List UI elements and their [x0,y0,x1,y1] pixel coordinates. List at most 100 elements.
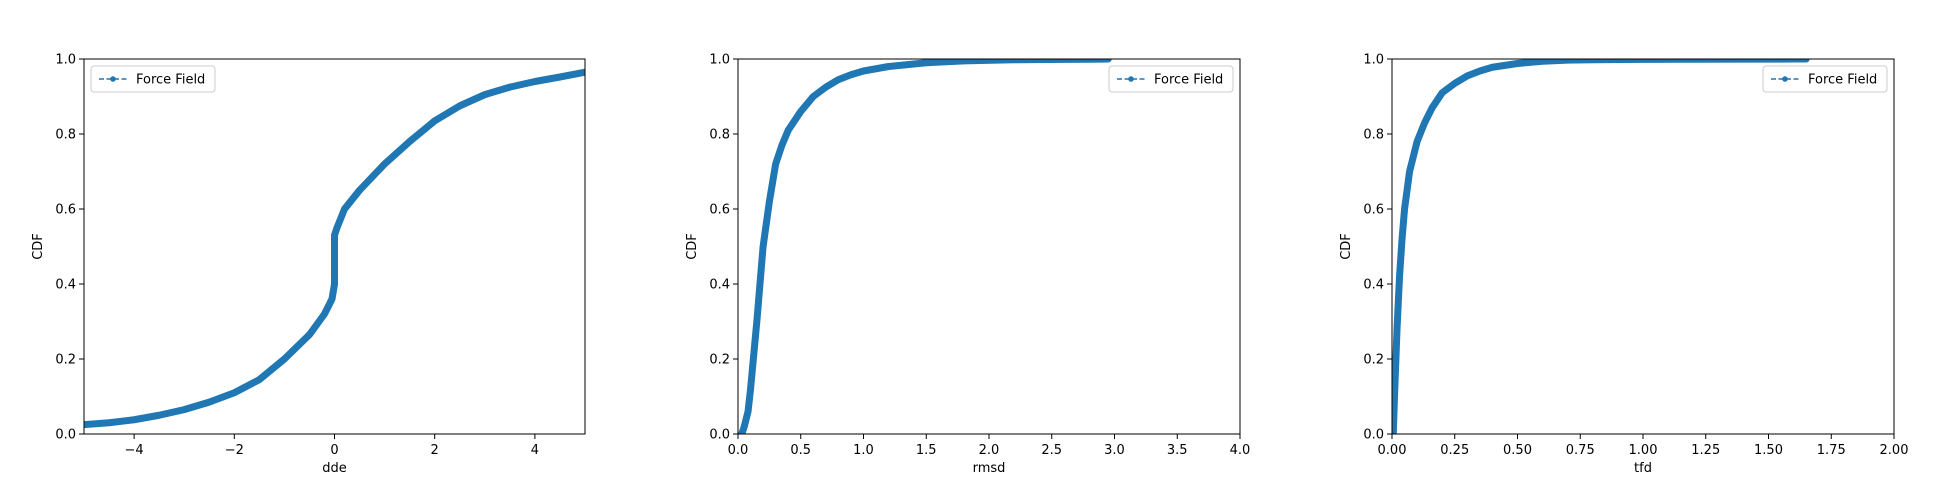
x-tick-label: 4 [531,443,539,458]
x-tick-label: 2.0 [979,443,1000,458]
data-point [885,63,892,70]
axes-frame [1391,58,1895,435]
subplot-3: 0.00 0.25 0.50 0.75 1.00 1.25 1.50 1.75 2.00 0.0 0… [1339,53,1908,477]
data-point [745,408,752,415]
data-point [321,311,328,317]
data-point [1414,138,1421,145]
y-tick-label: 0.0 [55,428,76,443]
data-point [835,76,842,83]
x-tick-label: −2 [225,443,244,458]
data-point [1392,393,1398,400]
data-point [106,419,113,426]
data-point [1564,59,1571,64]
x-tick-label: 1.5 [916,443,937,458]
x-tick-label: 3.5 [1167,443,1188,458]
data-point [1392,431,1397,434]
data-point [1765,59,1772,63]
data-point [1539,59,1546,65]
x-tick-label: 0.00 [1378,443,1407,458]
y-tick-label: 0.4 [55,278,76,293]
data-point [1803,59,1810,62]
x-tick-label: 2 [431,443,439,458]
data-point [406,138,413,145]
series-line-1 [84,68,585,429]
data-point [738,431,745,434]
x-tick-label: 0.25 [1440,443,1469,458]
legend: Force Field [90,65,216,93]
data-point [797,108,804,115]
legend-point-marker [1782,76,1788,82]
legend-point-marker [1128,76,1134,82]
data-point [84,421,87,428]
subplot-1: −4 −2 0 2 4 0.0 0.2 0.4 0.6 0.8 1.0 dde CDF Force Fie… [31,53,586,476]
data-point [582,69,585,76]
data-point [766,198,773,205]
data-point [281,356,288,362]
data-point [341,206,348,212]
x-tick-label: 2.5 [1041,443,1062,458]
y-tick-label: 0.6 [1363,203,1384,218]
data-point [1589,59,1596,63]
series-line-1 [738,59,1112,434]
data-point [1396,273,1403,280]
y-tick-label: 0.2 [55,353,76,368]
legend-label: Force Field [1154,73,1223,88]
data-point [531,78,538,85]
y-axis-label: CDF [1339,233,1354,260]
x-tick-label: 0.0 [728,443,749,458]
data-point [1778,59,1785,63]
data-point [1514,60,1521,67]
data-point [1399,236,1406,242]
data-point [556,74,563,80]
data-point [181,406,188,413]
x-tick-label: 0.5 [790,443,811,458]
data-point [1476,68,1483,74]
data-point [923,59,930,66]
y-tick-label: 0.8 [709,128,730,143]
series-line-1 [1392,59,1810,434]
data-point [1401,206,1408,212]
legend-box [90,65,216,93]
y-tick-label: 0.4 [1363,278,1384,293]
x-axis-label: rmsd [973,461,1006,476]
x-tick-label: −4 [125,443,144,458]
x-axis-label: tfd [1634,461,1652,476]
data-point [306,331,313,338]
data-point [431,117,438,124]
data-point [381,161,388,167]
data-point [131,416,138,423]
legend: Force Field [1108,65,1234,93]
data-point [1451,80,1458,87]
x-tick-label: 1.75 [1817,443,1846,458]
legend-box [1762,65,1888,93]
data-point [231,389,238,396]
data-point [1429,104,1436,111]
x-tick-label: 1.0 [853,443,874,458]
data-point [847,71,854,78]
axes-frame [737,58,1241,435]
data-point [256,376,263,383]
x-tick-label: 1.00 [1629,443,1658,458]
legend-label: Force Field [136,73,205,88]
data-point [1061,59,1068,63]
data-point [356,187,363,194]
y-tick-label: 0.6 [55,203,76,218]
y-tick-label: 0.2 [1363,353,1384,368]
data-point [506,84,513,91]
data-point [1098,59,1105,63]
legend: Force Field [1762,65,1888,93]
data-point [760,243,767,250]
data-point [785,127,792,134]
data-point [156,412,163,419]
data-point [860,68,867,74]
data-point [741,423,748,430]
x-tick-label: 3.0 [1104,443,1125,458]
x-tick-label: 0.50 [1503,443,1532,458]
y-tick-label: 0.4 [709,278,730,293]
data-point [328,296,335,302]
data-point [1086,59,1093,63]
data-point [1464,72,1471,79]
x-axis-label: dde [322,461,347,476]
y-tick-label: 1.0 [709,53,730,68]
data-point [1790,59,1797,63]
